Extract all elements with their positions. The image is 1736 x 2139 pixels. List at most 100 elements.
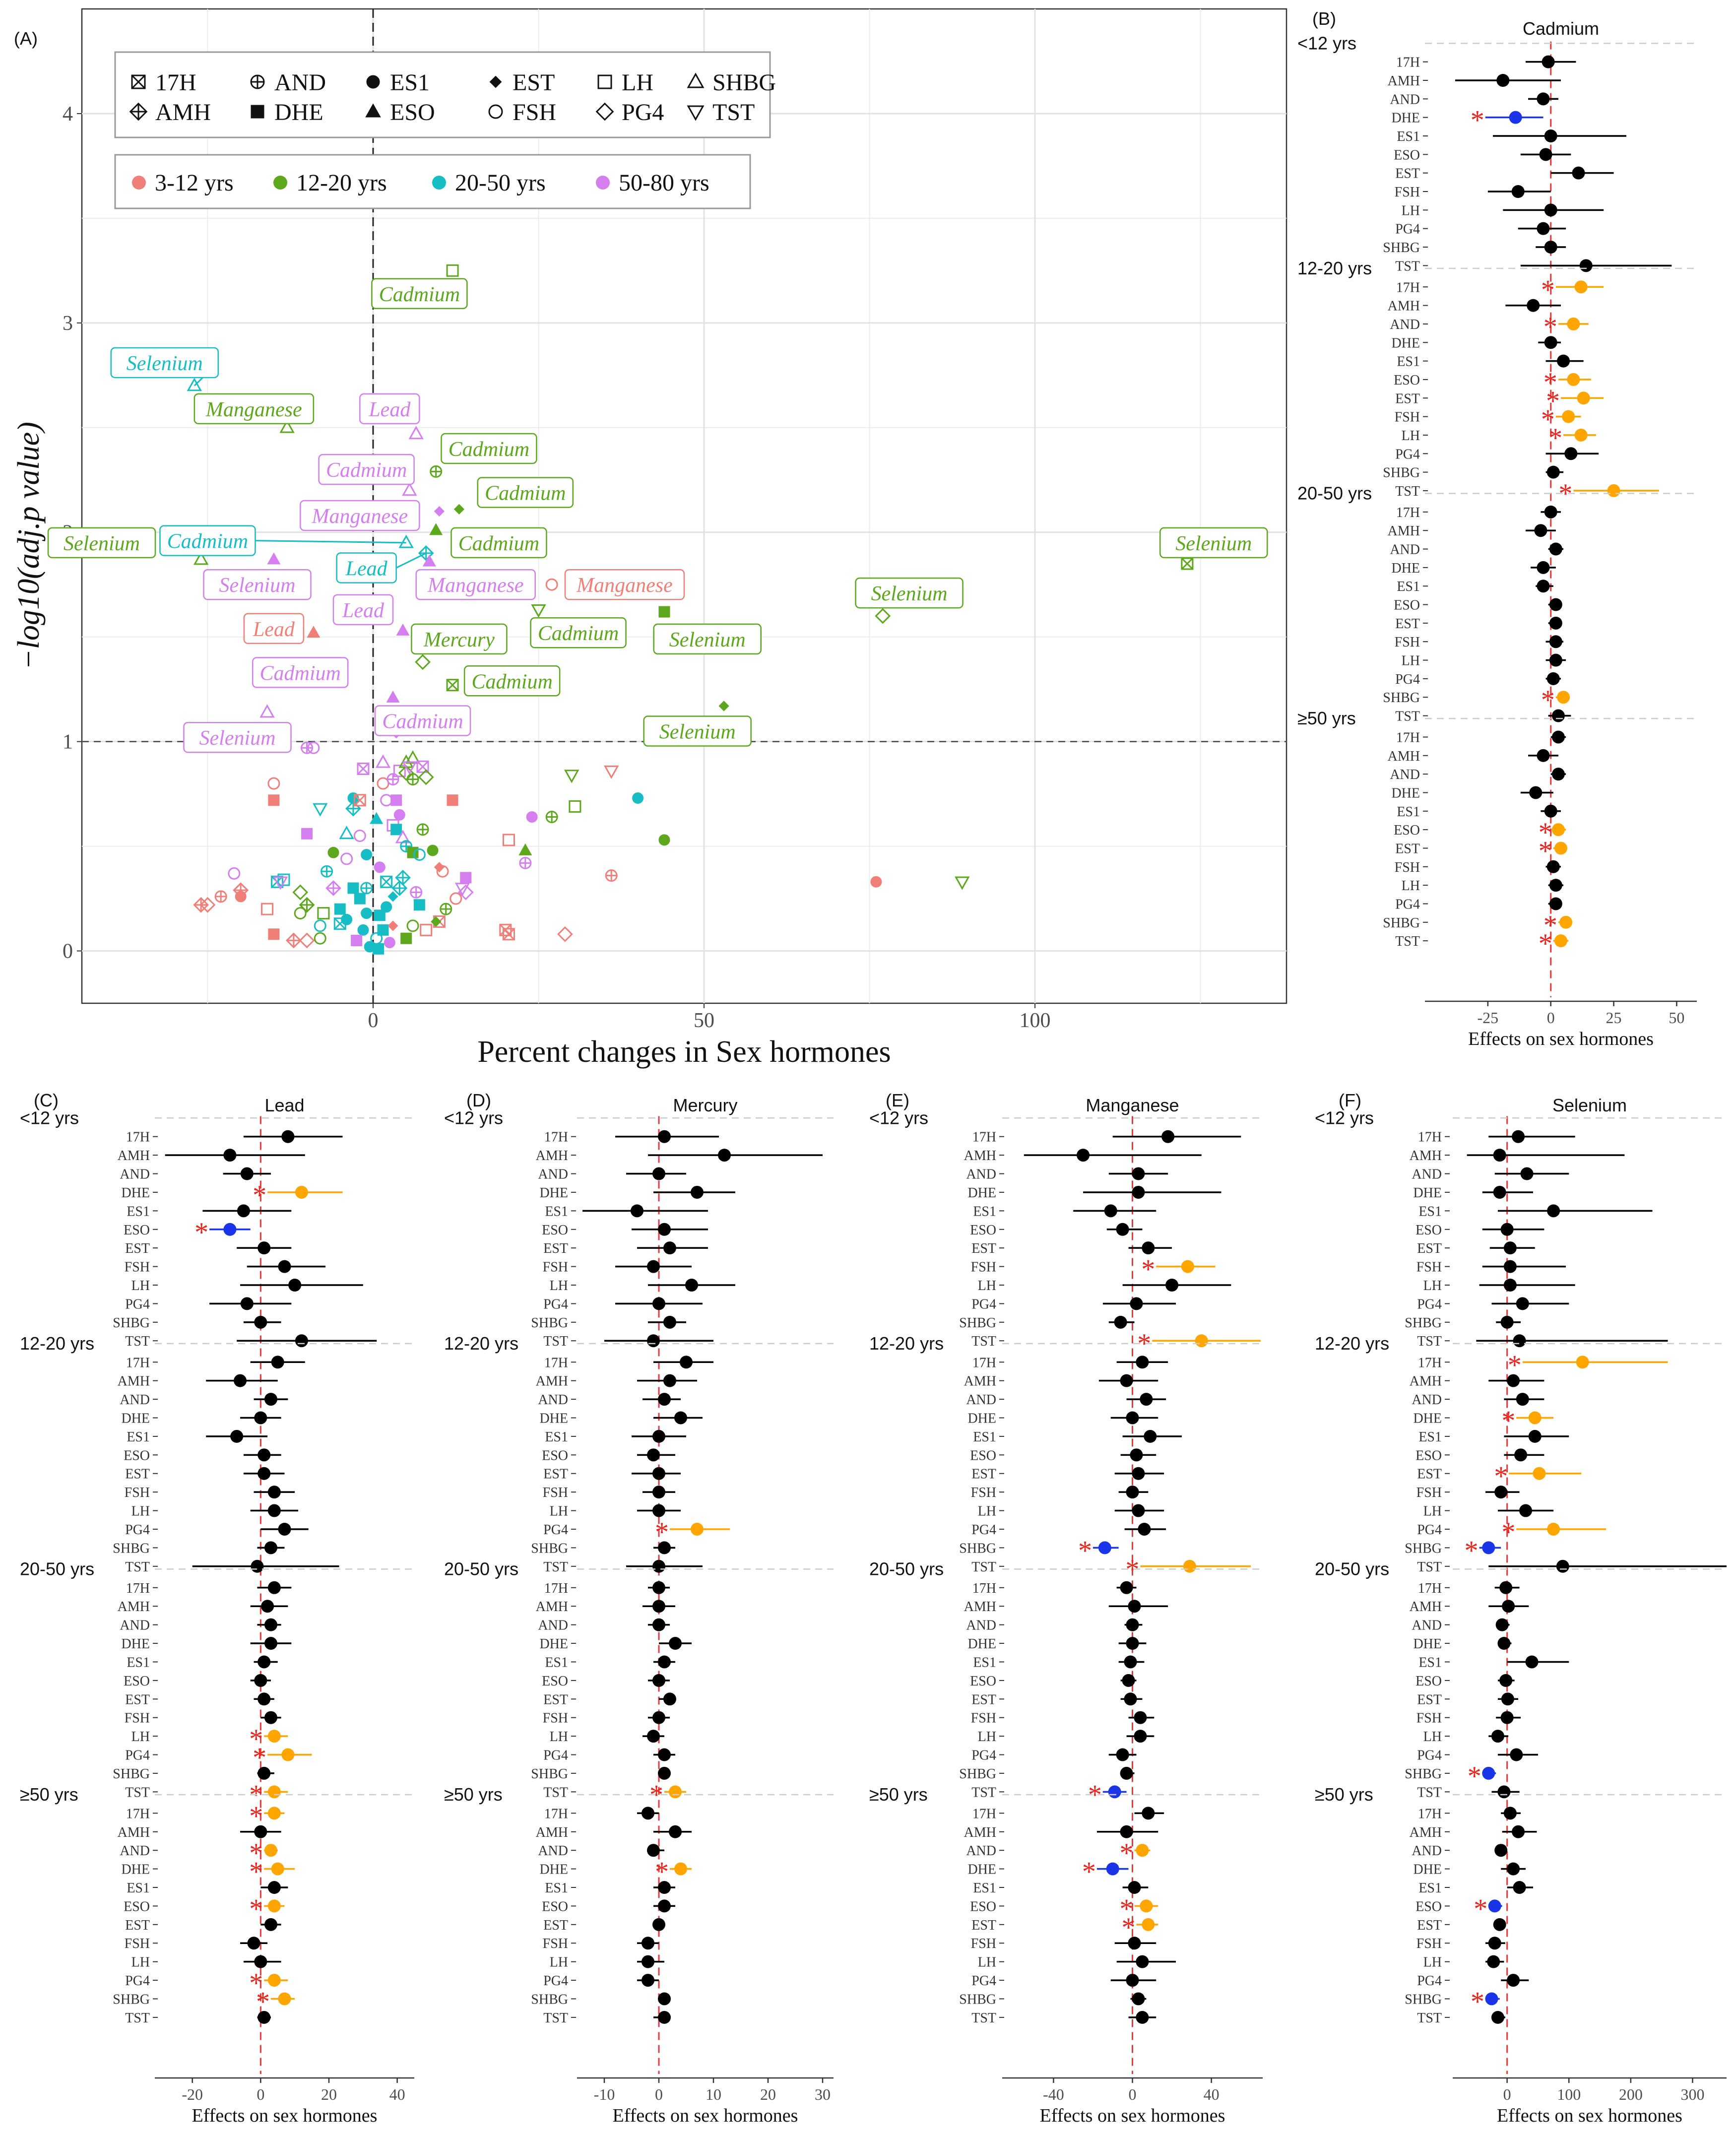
hormone-label: SHBG: [531, 1766, 568, 1782]
label-box: [300, 500, 420, 531]
panel-title: Selenium: [1552, 1095, 1627, 1115]
label-box: [1159, 527, 1268, 559]
estimate-point: [1527, 299, 1540, 312]
hormone-label: TST: [1395, 934, 1420, 949]
group-label: 20-50 yrs: [869, 1558, 944, 1579]
estimate-point: [1136, 1955, 1149, 1968]
x-tick-label: 20: [321, 2085, 337, 2103]
estimate-point: [1539, 148, 1552, 161]
data-point: [279, 419, 295, 433]
data-point: [228, 867, 241, 880]
hormone-label: EST: [1395, 616, 1420, 632]
marker-plus: [234, 883, 248, 897]
legend-marker: [131, 74, 146, 89]
data-point: [393, 809, 405, 821]
estimate-point: [652, 1559, 665, 1573]
hormone-label: ESO: [970, 1674, 996, 1689]
marker-triangle: [687, 72, 705, 88]
estimate-point: [1500, 1223, 1514, 1236]
data-point: [292, 884, 309, 901]
estimate-point: [1126, 1618, 1139, 1631]
data-point: [393, 765, 406, 778]
marker-circle: [314, 919, 326, 932]
estimate-point: [1507, 1974, 1520, 1987]
data-point: [405, 750, 421, 764]
significance-star: *: [249, 1893, 263, 1924]
legend-marker: [366, 75, 380, 89]
y-tick-label: 4: [63, 103, 73, 126]
data-point: [545, 578, 558, 591]
estimate-point: [1537, 580, 1550, 593]
point-label: Lead: [253, 618, 295, 641]
estimate-point: [1549, 879, 1562, 892]
estimate-point: [1574, 428, 1588, 442]
data-point: [314, 932, 326, 945]
label-leader: [395, 552, 427, 569]
hormone-label: 17H: [1418, 1806, 1442, 1821]
estimate-point: [1485, 1992, 1498, 2006]
hormone-label: FSH: [543, 1936, 568, 1951]
data-point: [502, 928, 515, 941]
data-point: [321, 865, 333, 878]
group-label: 20-50 yrs: [20, 1558, 94, 1579]
significance-star: *: [249, 1968, 263, 1999]
significance-star: *: [1468, 1761, 1481, 1792]
x-axis-label: Effects on sex hormones: [192, 2105, 378, 2126]
estimate-point: [257, 1241, 271, 1255]
hormone-label: SHBG: [1405, 1992, 1442, 2007]
label-box: [463, 665, 561, 697]
estimate-point: [1116, 1223, 1129, 1236]
hormone-label: PG4: [1395, 447, 1420, 462]
estimate-point: [631, 1204, 643, 1218]
label-box: [183, 721, 292, 753]
estimate-point: [1128, 1600, 1141, 1613]
data-point: [418, 769, 434, 785]
estimate-point: [267, 1899, 281, 1913]
hormone-label: LH: [131, 1955, 150, 1970]
marker-x: [380, 876, 392, 888]
data-point: [339, 825, 354, 840]
data-point: [446, 679, 459, 692]
data-point: [374, 861, 386, 873]
data-point: [518, 843, 532, 855]
marker-diamond: [415, 654, 431, 670]
hormone-label: ESO: [1394, 823, 1420, 838]
data-point: [430, 465, 443, 478]
marker-diamond: [718, 701, 729, 712]
significance-star: *: [249, 1724, 263, 1754]
estimate-point: [1544, 505, 1557, 519]
estimate-point: [1132, 1992, 1145, 2006]
estimate-point: [1132, 1504, 1145, 1517]
estimate-point: [1499, 1581, 1513, 1594]
label-box: [110, 347, 219, 379]
hormone-label: TST: [1417, 2010, 1442, 2026]
significance-star: *: [1082, 1857, 1096, 1887]
hormone-label: ES1: [973, 1880, 996, 1896]
hormone-label: LH: [1423, 1278, 1442, 1294]
x-tick-label: -25: [1478, 1009, 1499, 1027]
label-box: [477, 477, 574, 508]
marker-plus: [417, 824, 429, 835]
hormone-label: AMH: [536, 1148, 568, 1164]
legend-label: FSH: [513, 99, 556, 126]
hormone-label: DHE: [1413, 1411, 1442, 1426]
estimate-point: [1533, 1467, 1546, 1480]
data-point: [400, 932, 412, 944]
data-point: [870, 876, 882, 888]
group-label: 12-20 yrs: [869, 1333, 944, 1354]
data-point: [390, 794, 402, 806]
estimate-point: [1503, 1279, 1517, 1292]
marker-plus: [392, 881, 407, 895]
legend-label: SHBG: [712, 69, 776, 96]
estimate-point: [1513, 1881, 1526, 1894]
estimate-point: [1120, 1825, 1133, 1838]
estimate-point: [1547, 1522, 1560, 1536]
data-point: [502, 834, 515, 846]
x-tick-label: -20: [182, 2085, 203, 2103]
marker-dot: [361, 848, 373, 860]
hormone-label: ES1: [127, 1429, 150, 1445]
x-tick-label: 25: [1606, 1009, 1622, 1027]
estimate-point: [254, 1674, 267, 1687]
marker-circle: [340, 852, 353, 865]
point-label: Selenium: [669, 629, 746, 651]
